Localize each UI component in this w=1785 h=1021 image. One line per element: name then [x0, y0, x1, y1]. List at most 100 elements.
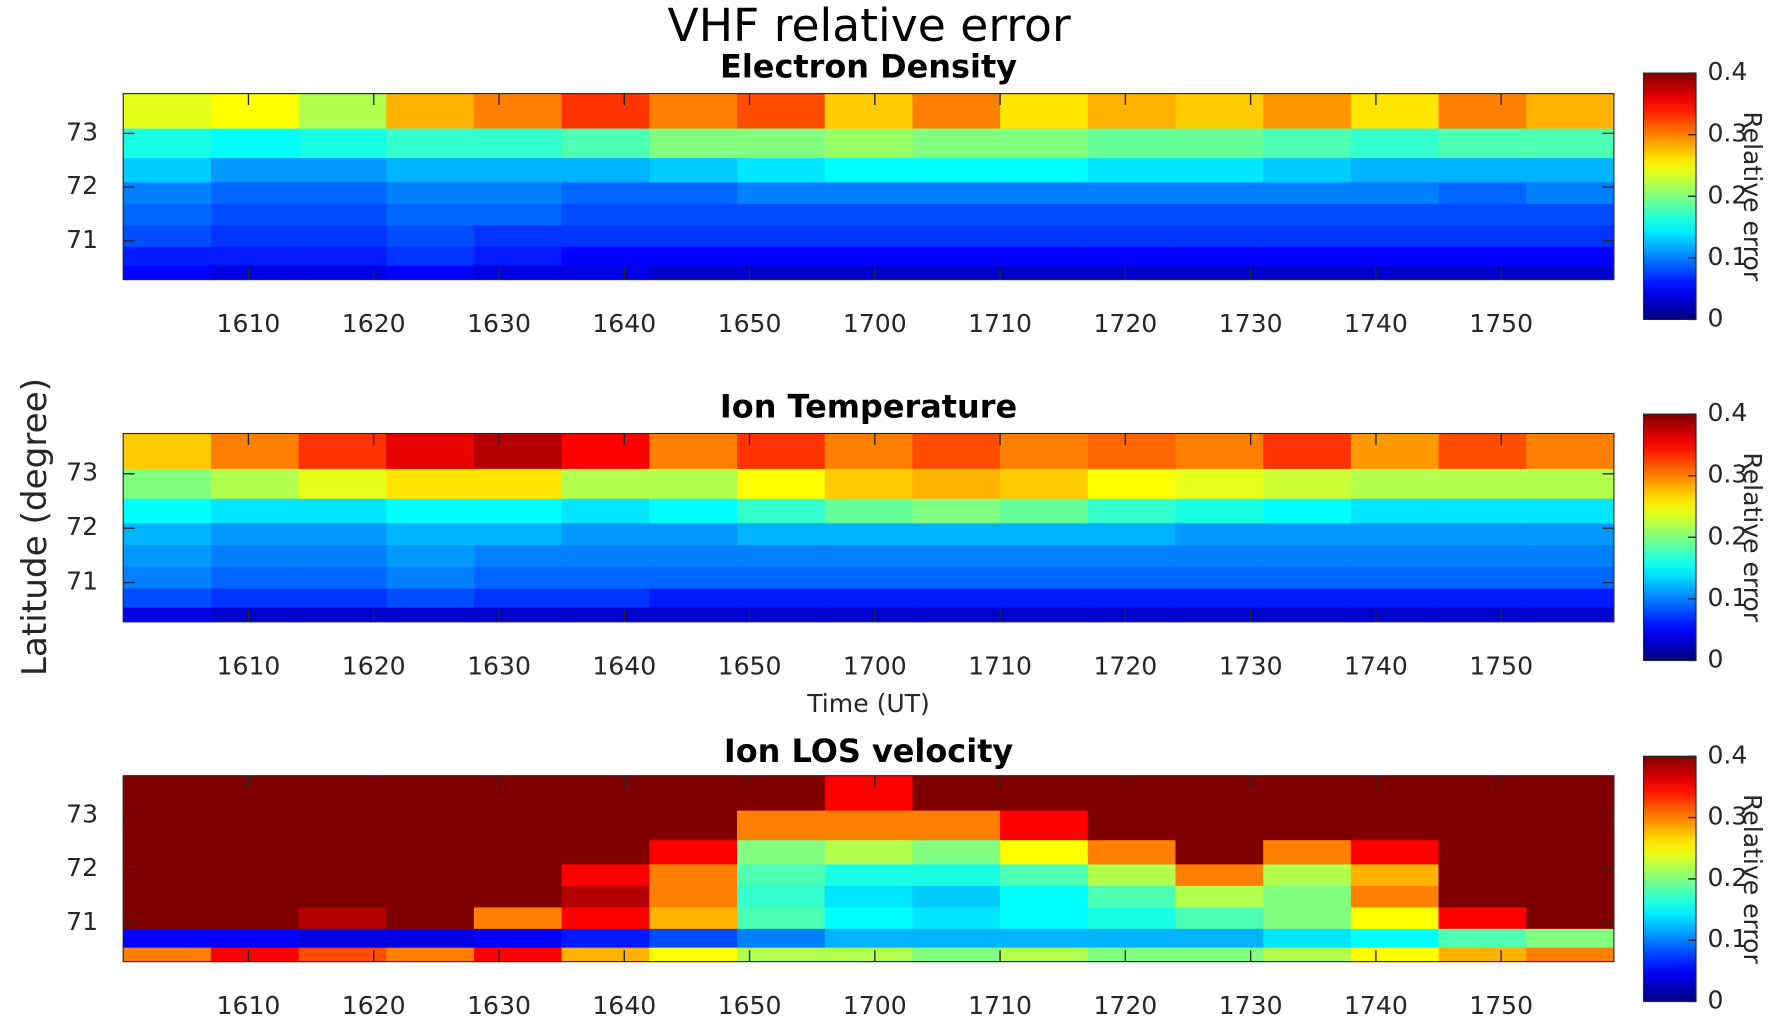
- heatmap-cell: [1175, 246, 1264, 266]
- heatmap-cell: [1438, 947, 1527, 963]
- heatmap-cell: [649, 265, 738, 281]
- colorbar-tick-label: 0: [1707, 644, 1723, 673]
- heatmap-cell: [386, 885, 475, 908]
- x-tick-label: 1650: [718, 991, 782, 1020]
- heatmap-cell: [298, 906, 387, 929]
- heatmap-cell: [1526, 839, 1615, 865]
- heatmap-cell: [1350, 203, 1440, 226]
- heatmap-cell: [649, 224, 738, 247]
- heatmap-cell: [386, 468, 475, 499]
- heatmap-cell: [912, 181, 1001, 204]
- heatmap-cell: [912, 885, 1001, 908]
- heatmap-cell: [649, 947, 738, 963]
- heatmap-cell: [210, 839, 300, 865]
- heatmap-cell: [1000, 587, 1089, 608]
- heatmap-cell: [649, 498, 738, 524]
- y-tick-label: 71: [66, 907, 98, 936]
- heatmap-cell: [1000, 928, 1089, 948]
- heatmap-cell: [386, 587, 475, 608]
- heatmap-cell: [561, 128, 650, 159]
- heatmap-cell: [1438, 128, 1527, 159]
- heatmap-cell: [737, 544, 826, 567]
- heatmap-cell: [298, 128, 387, 159]
- x-axis-label: Time (UT): [806, 689, 930, 718]
- heatmap-cell: [737, 246, 826, 266]
- heatmap-cell: [1438, 433, 1527, 469]
- colorbar-tick-label: 0.1: [1707, 242, 1747, 271]
- heatmap-cell: [210, 265, 300, 281]
- heatmap-cell: [561, 566, 650, 589]
- heatmap-cell: [824, 128, 913, 159]
- heatmap-cell: [1438, 928, 1527, 948]
- heatmap-cell: [1000, 93, 1089, 129]
- heatmap-cell: [1175, 433, 1264, 469]
- x-tick-label: 1610: [217, 309, 281, 338]
- heatmap-cell: [824, 265, 913, 281]
- heatmap-cell: [123, 863, 212, 886]
- heatmap-cell: [210, 93, 300, 129]
- heatmap-cell: [1000, 265, 1089, 281]
- heatmap-cell: [912, 566, 1001, 589]
- heatmap-cell: [473, 544, 563, 567]
- x-tick-label: 1730: [1219, 651, 1283, 680]
- heatmap-cell: [649, 181, 738, 204]
- heatmap-cell: [561, 93, 650, 129]
- heatmap-cell: [386, 607, 475, 623]
- heatmap-cell: [1438, 810, 1527, 841]
- heatmap-cell: [1526, 433, 1615, 469]
- heatmap-cell: [1350, 810, 1440, 841]
- heatmap-cell: [298, 468, 387, 499]
- heatmap-cell: [737, 607, 826, 623]
- heatmap-cells: [123, 93, 1615, 281]
- heatmap-cell: [649, 128, 738, 159]
- heatmap-cell: [1087, 947, 1177, 963]
- heatmap-cell: [1263, 181, 1352, 204]
- heatmap-cell: [1350, 224, 1440, 247]
- heatmap-cell: [824, 947, 913, 963]
- y-tick-label: 71: [66, 567, 98, 596]
- heatmap-cell: [1438, 566, 1527, 589]
- heatmap-cell: [737, 93, 826, 129]
- heatmap-cell: [123, 885, 212, 908]
- y-tick-label: 73: [66, 458, 98, 487]
- heatmap-cell: [912, 224, 1001, 247]
- heatmap-cell: [473, 775, 563, 811]
- heatmap-cell: [1526, 810, 1615, 841]
- heatmap-cell: [123, 839, 212, 865]
- heatmap-cell: [1000, 522, 1089, 546]
- heatmap-cell: [1263, 265, 1352, 281]
- heatmap-cell: [123, 157, 212, 183]
- heatmap-cells: [123, 775, 1615, 963]
- y-axis-label: Latitude (degree): [15, 378, 55, 676]
- heatmap-cell: [824, 468, 913, 499]
- y-tick-label: 73: [66, 117, 98, 146]
- colorbar-tick-label: 0.3: [1707, 460, 1747, 489]
- heatmap-cell: [649, 544, 738, 567]
- heatmap-cell: [649, 468, 738, 499]
- heatmap-cell: [1438, 906, 1527, 929]
- heatmap-cell: [1350, 128, 1440, 159]
- heatmap-cell: [912, 947, 1001, 963]
- heatmap-cell: [298, 775, 387, 811]
- heatmap-cell: [1350, 587, 1440, 608]
- heatmap-cell: [1087, 128, 1177, 159]
- heatmap-cell: [298, 810, 387, 841]
- heatmap-cell: [210, 587, 300, 608]
- y-tick-label: 72: [66, 853, 98, 882]
- heatmap-cell: [210, 224, 300, 247]
- heatmap-cell: [1000, 885, 1089, 908]
- heatmap-cell: [1350, 93, 1440, 129]
- heatmap-cell: [1526, 93, 1615, 129]
- heatmap-cell: [824, 498, 913, 524]
- heatmap-cell: [123, 433, 212, 469]
- heatmap-cell: [1350, 498, 1440, 524]
- heatmap-cell: [1175, 181, 1264, 204]
- heatmap-cell: [912, 157, 1001, 183]
- heatmap-cell: [123, 906, 212, 929]
- heatmap-cell: [1526, 566, 1615, 589]
- heatmap-cell: [298, 203, 387, 226]
- x-tick-label: 1730: [1219, 991, 1283, 1020]
- heatmap-cell: [1350, 246, 1440, 266]
- heatmap-cell: [1175, 566, 1264, 589]
